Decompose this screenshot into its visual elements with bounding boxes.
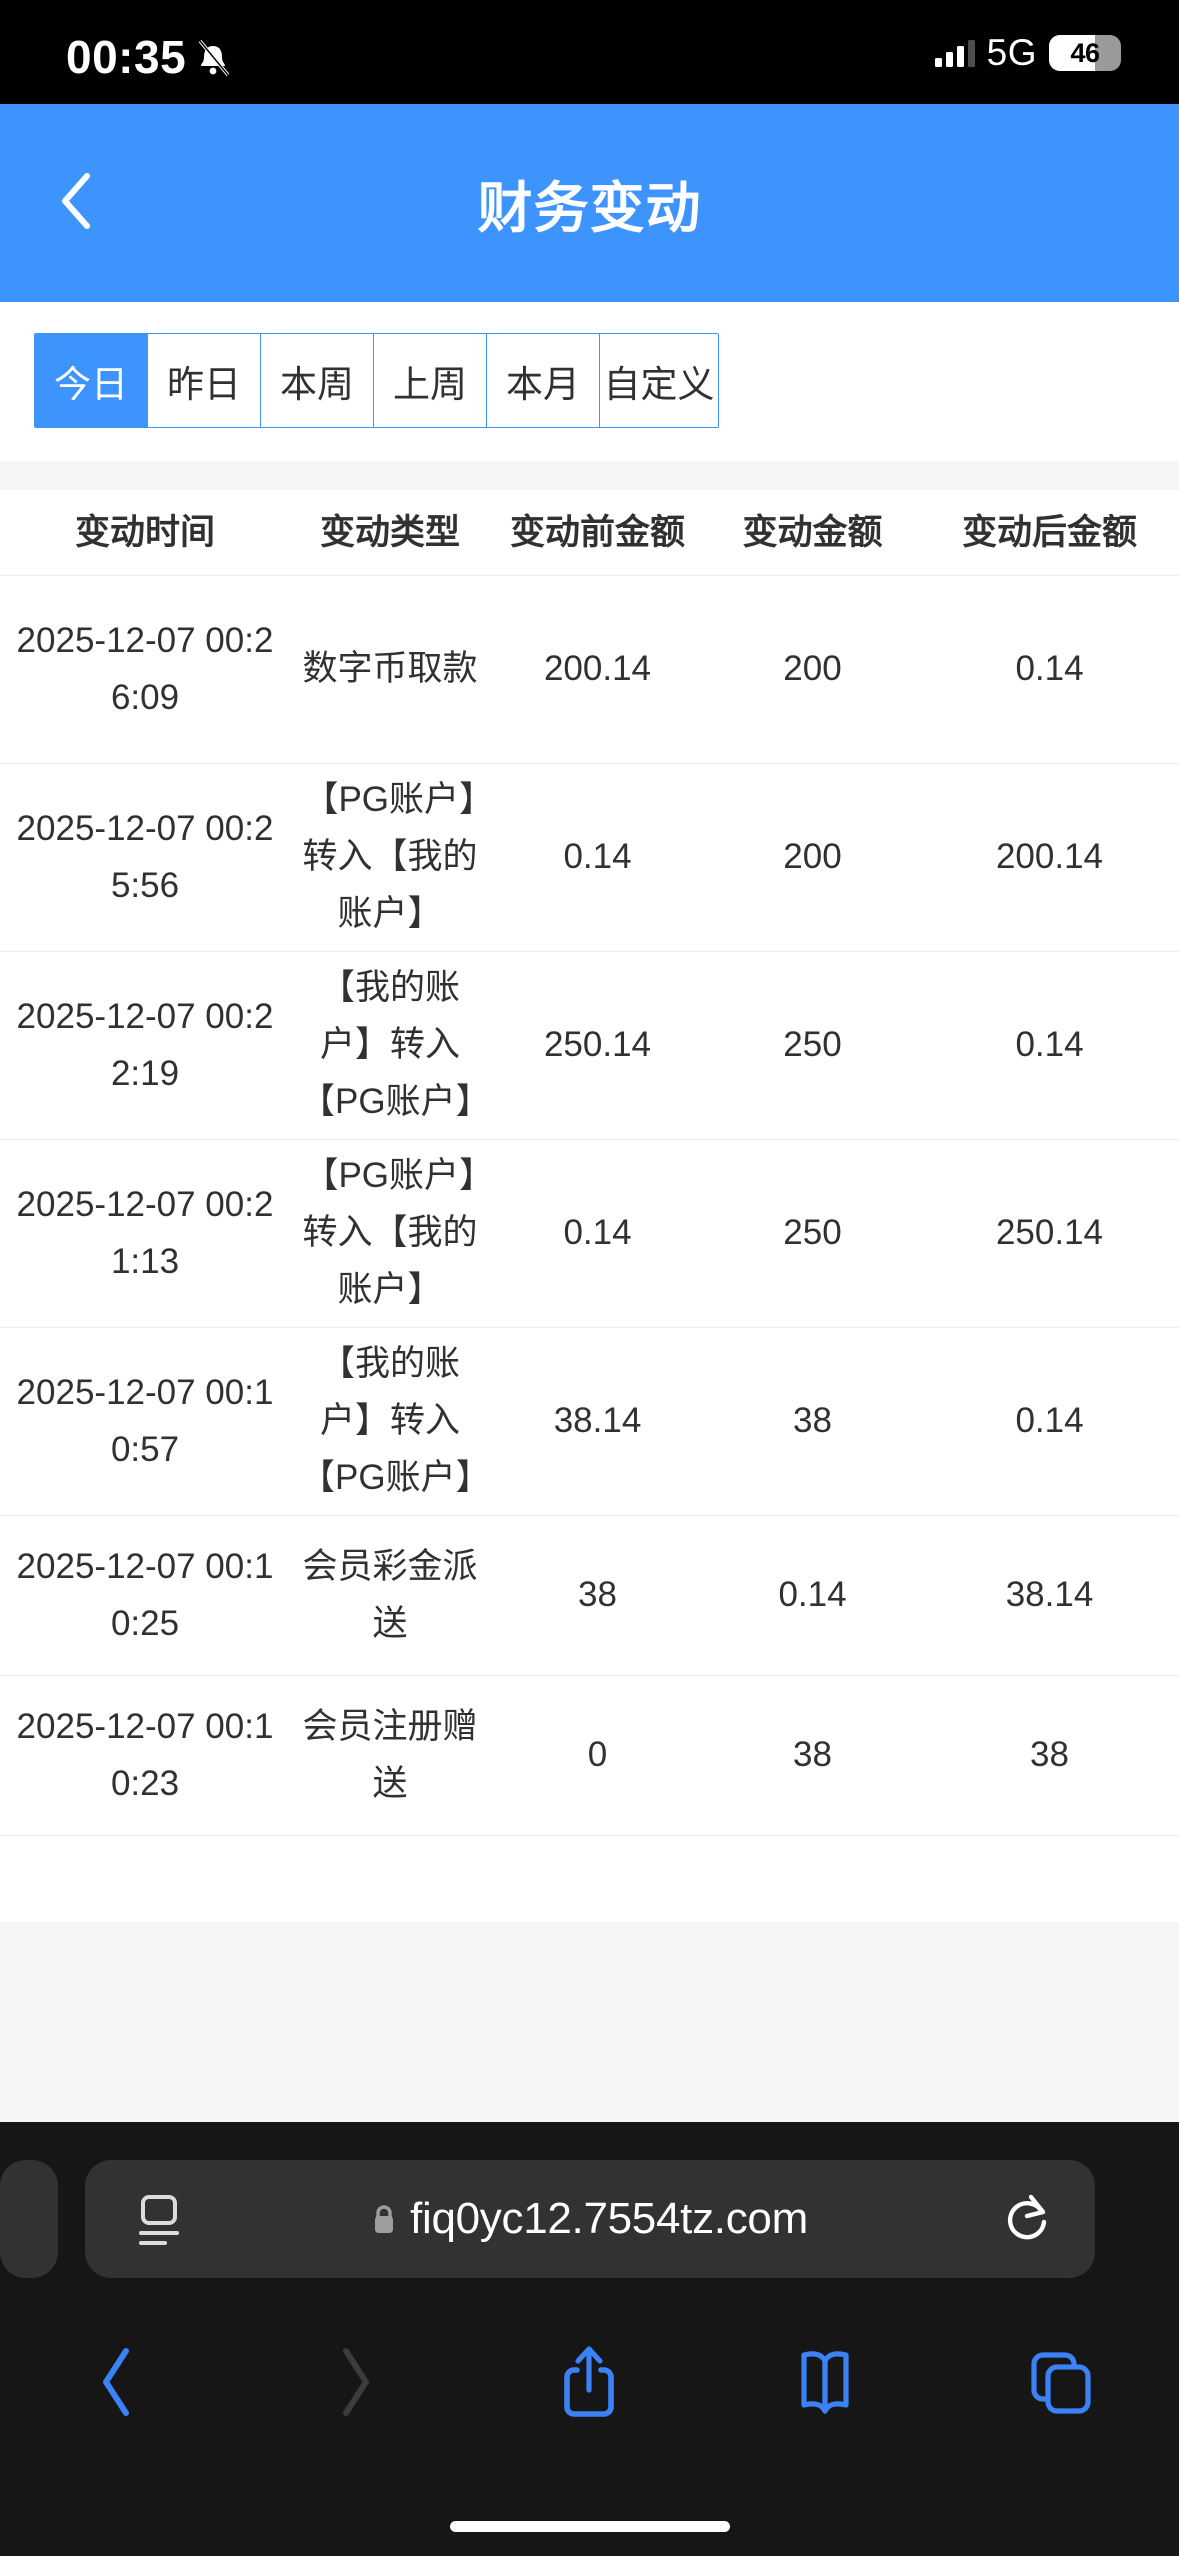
status-bar-clock: 00:35 bbox=[66, 31, 187, 83]
cell-type: 【PG账户】转入【我的账户】 bbox=[302, 1156, 478, 1309]
tabs-icon bbox=[1028, 2349, 1094, 2420]
column-header-after: 变动后金额 bbox=[961, 513, 1137, 552]
cell-after: 200.14 bbox=[995, 837, 1104, 877]
cell-before: 200.14 bbox=[543, 649, 652, 689]
signal-bars-icon bbox=[934, 39, 975, 67]
chevron-right-icon bbox=[334, 2345, 374, 2424]
cell-type: 数字币取款 bbox=[302, 649, 478, 689]
share-button[interactable] bbox=[472, 2304, 708, 2464]
cell-time: 2025-12-07 00:10:23 bbox=[16, 1706, 274, 1803]
date-filter-tabs: 今日 昨日 本周 上周 本月 自定义 bbox=[34, 333, 719, 428]
browser-chrome: fiq0yc12.7554tz.com bbox=[0, 2122, 1179, 2556]
page-empty-area bbox=[0, 1922, 1179, 2122]
bookmarks-button[interactable] bbox=[707, 2304, 943, 2464]
battery-icon: 46 bbox=[1049, 35, 1121, 71]
cell-amount: 0.14 bbox=[778, 1575, 847, 1615]
cell-before: 0.14 bbox=[563, 1213, 632, 1253]
book-icon bbox=[794, 2349, 856, 2420]
cell-amount: 38 bbox=[793, 1735, 832, 1775]
cell-after: 38 bbox=[1030, 1735, 1069, 1775]
cell-before: 38.14 bbox=[553, 1401, 642, 1441]
status-bar: 00:35 5G 46 bbox=[0, 0, 1179, 104]
network-type-label: 5G bbox=[986, 32, 1037, 73]
cell-amount: 250 bbox=[783, 1025, 842, 1065]
cell-amount: 200 bbox=[783, 649, 842, 689]
cell-after: 0.14 bbox=[1015, 1025, 1084, 1065]
cell-after: 0.14 bbox=[1015, 649, 1084, 689]
url-text: fiq0yc12.7554tz.com bbox=[410, 2194, 808, 2243]
chevron-left-icon bbox=[55, 170, 99, 237]
cell-time: 2025-12-07 00:22:19 bbox=[16, 996, 274, 1093]
cell-amount: 38 bbox=[793, 1401, 832, 1441]
cell-after: 250.14 bbox=[995, 1213, 1104, 1253]
column-header-time: 变动时间 bbox=[74, 513, 215, 552]
tab-custom[interactable]: 自定义 bbox=[600, 334, 718, 427]
cell-before: 0.14 bbox=[563, 837, 632, 877]
table-row[interactable]: 2025-12-07 00:26:09 数字币取款 200.14 200 0.14 bbox=[0, 576, 1179, 764]
cell-type: 会员彩金派送 bbox=[302, 1546, 478, 1643]
browser-forward-button[interactable] bbox=[236, 2304, 472, 2464]
cell-type: 【PG账户】转入【我的账户】 bbox=[302, 780, 478, 933]
tab-this-month[interactable]: 本月 bbox=[487, 334, 600, 427]
back-button[interactable] bbox=[22, 104, 132, 302]
filter-divider bbox=[0, 461, 1179, 490]
tab-today[interactable]: 今日 bbox=[35, 334, 148, 427]
table-row[interactable]: 2025-12-07 00:10:57 【我的账户】转入【PG账户】 38.14 38… bbox=[0, 1328, 1179, 1516]
table-row[interactable]: 2025-12-07 00:21:13 【PG账户】转入【我的账户】 0.14 250… bbox=[0, 1140, 1179, 1328]
address-bar[interactable]: fiq0yc12.7554tz.com bbox=[85, 2160, 1095, 2278]
bell-slash-icon bbox=[193, 37, 233, 77]
table-row[interactable]: 2025-12-07 00:25:56 【PG账户】转入【我的账户】 0.14 200… bbox=[0, 764, 1179, 952]
column-header-type: 变动类型 bbox=[319, 513, 460, 552]
column-header-amount: 变动金额 bbox=[742, 513, 883, 552]
browser-back-button[interactable] bbox=[0, 2304, 236, 2464]
app-header: 财务变动 bbox=[0, 104, 1179, 302]
cell-time: 2025-12-07 00:26:09 bbox=[16, 620, 274, 717]
column-header-before: 变动前金额 bbox=[509, 513, 685, 552]
table-row[interactable]: 2025-12-07 00:10:23 会员注册赠送 0 38 38 bbox=[0, 1676, 1179, 1836]
table-header-row: 变动时间 变动类型 变动前金额 变动金额 变动后金额 bbox=[0, 490, 1179, 576]
page-title: 财务变动 bbox=[477, 177, 702, 239]
address-bar-content: fiq0yc12.7554tz.com bbox=[85, 2194, 1095, 2244]
cell-before: 0 bbox=[587, 1735, 608, 1775]
table-row[interactable]: 2025-12-07 00:22:19 【我的账户】转入【PG账户】 250.14 2… bbox=[0, 952, 1179, 1140]
reload-icon[interactable] bbox=[1001, 2192, 1051, 2246]
cell-time: 2025-12-07 00:25:56 bbox=[16, 808, 274, 905]
cell-time: 2025-12-07 00:10:25 bbox=[16, 1546, 274, 1643]
home-indicator bbox=[449, 2521, 730, 2532]
table-body: 2025-12-07 00:26:09 数字币取款 200.14 200 0.14 202… bbox=[0, 576, 1179, 2076]
cell-after: 0.14 bbox=[1015, 1401, 1084, 1441]
previous-tab-peek[interactable] bbox=[0, 2160, 58, 2278]
cell-after: 38.14 bbox=[1005, 1575, 1094, 1615]
transactions-table: 变动时间 变动类型 变动前金额 变动金额 变动后金额 2025-12-07 00… bbox=[0, 490, 1179, 2076]
tab-this-week[interactable]: 本周 bbox=[261, 334, 374, 427]
status-bar-indicators: 5G 46 bbox=[934, 30, 1121, 76]
cell-type: 会员注册赠送 bbox=[302, 1706, 478, 1803]
browser-toolbar bbox=[0, 2304, 1179, 2464]
cell-amount: 200 bbox=[783, 837, 842, 877]
tab-yesterday[interactable]: 昨日 bbox=[148, 334, 261, 427]
tabs-button[interactable] bbox=[943, 2304, 1179, 2464]
tab-last-week[interactable]: 上周 bbox=[374, 334, 487, 427]
cell-amount: 250 bbox=[783, 1213, 842, 1253]
cell-type: 【我的账户】转入【PG账户】 bbox=[300, 1344, 491, 1497]
page-content: 今日 昨日 本周 上周 本月 自定义 变动时间 变动类型 变动前金额 变动金额 … bbox=[0, 302, 1179, 2122]
cell-before: 38 bbox=[578, 1575, 617, 1615]
cell-type: 【我的账户】转入【PG账户】 bbox=[300, 968, 491, 1121]
cell-time: 2025-12-07 00:21:13 bbox=[16, 1184, 274, 1281]
battery-percent-label: 46 bbox=[1070, 37, 1100, 68]
aa-reader-icon[interactable] bbox=[133, 2191, 185, 2247]
cell-time: 2025-12-07 00:10:57 bbox=[16, 1372, 274, 1469]
cell-before: 250.14 bbox=[543, 1025, 652, 1065]
share-icon bbox=[561, 2344, 617, 2425]
table-row[interactable]: 2025-12-07 00:10:25 会员彩金派送 38 0.14 38.14 bbox=[0, 1516, 1179, 1676]
lock-icon bbox=[372, 2203, 396, 2235]
chevron-left-icon bbox=[98, 2345, 138, 2424]
